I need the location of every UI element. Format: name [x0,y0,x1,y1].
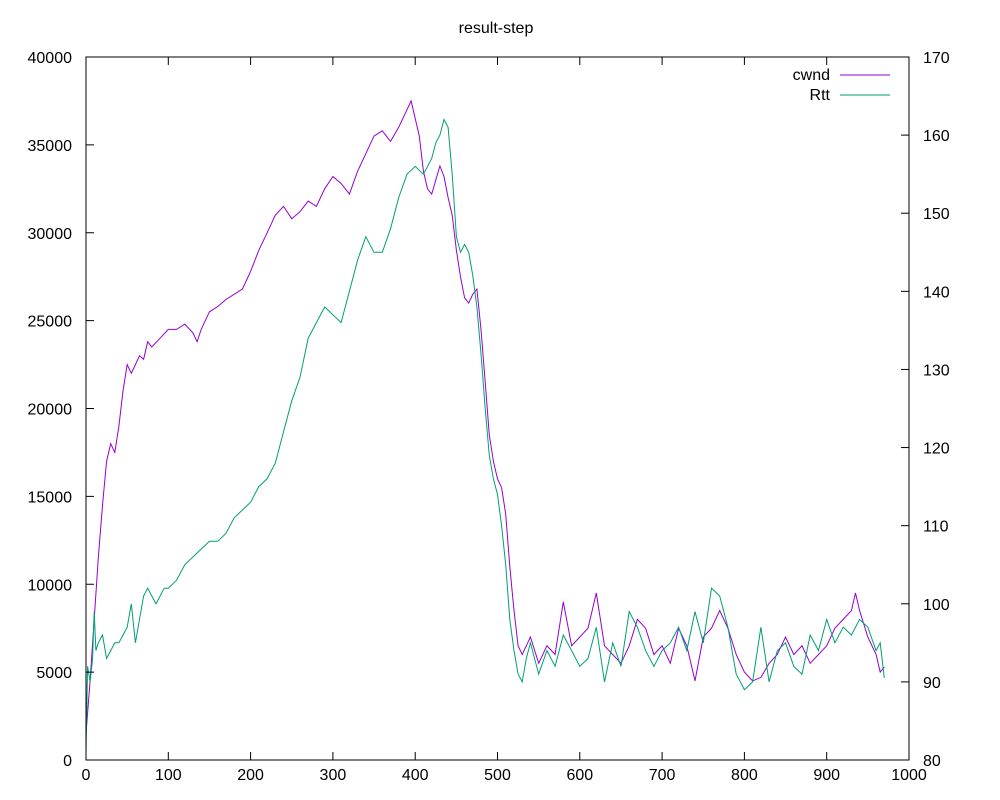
y-tick-label: 30000 [28,226,73,243]
y2-tick-label: 140 [923,284,950,301]
axes-layer: 0 100 200 300 400 500 600 700 800 900 100005000100… [28,50,950,784]
x-tick-label: 1000 [891,767,927,784]
y-tick-label: 10000 [28,577,73,594]
y2-tick-label: 80 [923,753,941,770]
x-tick-label: 0 [82,767,91,784]
y-tick-label: 20000 [28,402,73,419]
y-tick-label: 5000 [36,665,72,682]
y-tick-label: 0 [63,753,72,770]
legend-label-cwnd: cwnd [793,67,830,84]
y2-tick-label: 160 [923,128,950,145]
y2-tick-label: 110 [923,519,949,536]
y2-tick-label: 150 [923,206,950,223]
series-layer [85,99,885,753]
series-line-rtt [85,118,885,753]
series-line-cwnd [85,99,885,734]
y2-tick-label: 130 [923,362,950,379]
chart-title: result-step [459,20,534,37]
x-tick-label: 900 [813,767,840,784]
x-tick-label: 200 [237,767,264,784]
y-tick-label: 40000 [28,50,73,67]
legend: cwnd Rtt [793,67,890,104]
y2-tick-label: 170 [923,50,950,67]
x-tick-label: 800 [731,767,758,784]
x-tick-label: 100 [155,767,182,784]
y-tick-label: 35000 [28,138,73,155]
x-tick-label: 400 [402,767,429,784]
x-tick-label: 700 [649,767,676,784]
y2-tick-label: 120 [923,441,950,458]
y-tick-label: 15000 [28,489,73,506]
y2-tick-label: 90 [923,675,941,692]
x-tick-label: 500 [484,767,511,784]
y-tick-label: 25000 [28,314,73,331]
y2-tick-label: 100 [923,597,950,614]
legend-label-rtt: Rtt [810,87,831,104]
x-tick-label: 600 [566,767,593,784]
x-tick-label: 300 [320,767,347,784]
